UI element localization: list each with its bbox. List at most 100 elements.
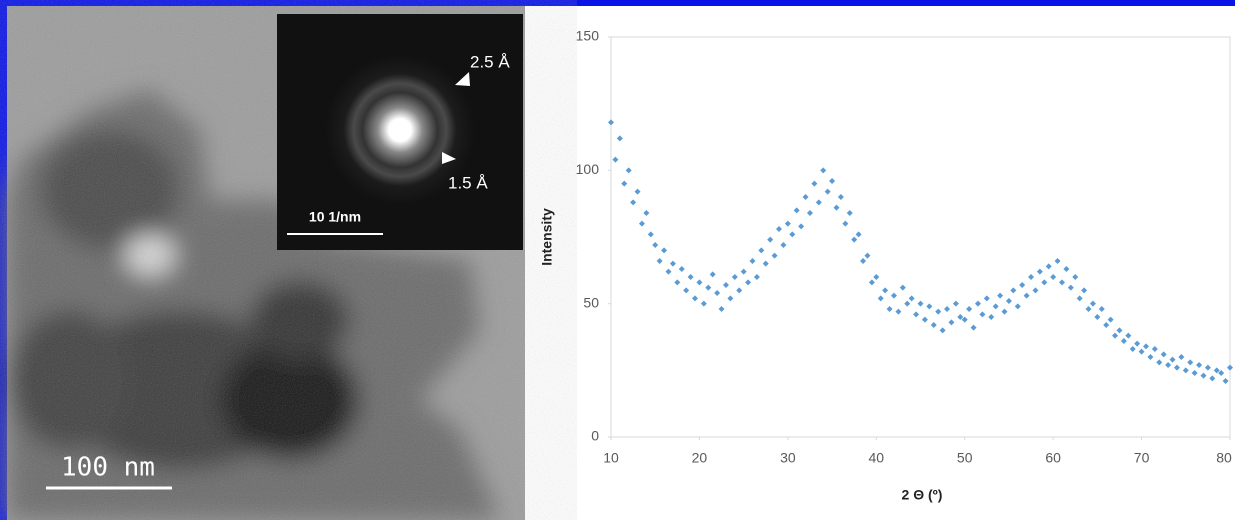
y-tick-label: 100: [576, 161, 600, 177]
data-point: [665, 269, 671, 275]
data-point: [1116, 327, 1122, 333]
data-point: [1223, 378, 1229, 384]
data-point: [727, 295, 733, 301]
data-point: [1046, 263, 1052, 269]
y-tick-label: 150: [576, 28, 600, 44]
data-point: [860, 258, 866, 264]
data-point: [971, 325, 977, 331]
data-point: [745, 279, 751, 285]
data-point: [940, 327, 946, 333]
data-point: [789, 231, 795, 237]
data-point: [1086, 306, 1092, 312]
data-point: [904, 301, 910, 307]
data-point: [882, 287, 888, 293]
data-point: [935, 309, 941, 315]
data-point: [1227, 365, 1233, 371]
data-point: [833, 205, 839, 211]
data-point: [626, 167, 632, 173]
data-point: [1077, 295, 1083, 301]
data-point: [1143, 343, 1149, 349]
data-point: [670, 261, 676, 267]
y-axis-label: Intensity: [539, 208, 555, 266]
data-point: [807, 210, 813, 216]
data-point: [1068, 285, 1074, 291]
x-tick-label: 20: [692, 450, 708, 466]
data-point: [900, 285, 906, 291]
x-tick-label: 60: [1045, 450, 1061, 466]
data-point: [719, 306, 725, 312]
data-point: [785, 221, 791, 227]
data-point: [1015, 303, 1021, 309]
data-point: [1139, 349, 1145, 355]
data-point: [612, 157, 618, 163]
data-point: [1037, 269, 1043, 275]
data-point: [1055, 258, 1061, 264]
data-point: [975, 301, 981, 307]
data-point: [763, 261, 769, 267]
data-point: [926, 303, 932, 309]
d-spacing-label: 1.5 Å: [448, 173, 488, 192]
data-point: [931, 322, 937, 328]
data-point: [710, 271, 716, 277]
data-point: [688, 274, 694, 280]
data-point: [1134, 341, 1140, 347]
data-point: [1187, 359, 1193, 365]
data-point: [825, 189, 831, 195]
data-point: [811, 181, 817, 187]
data-point: [1094, 314, 1100, 320]
inset-scale-label: 10 1/nm: [309, 209, 361, 225]
data-point: [1099, 306, 1105, 312]
data-point: [643, 210, 649, 216]
data-point: [1130, 346, 1136, 352]
data-point: [803, 194, 809, 200]
data-point: [1121, 338, 1127, 344]
frame-left: [0, 0, 7, 520]
data-point: [869, 279, 875, 285]
data-point: [776, 226, 782, 232]
data-point: [820, 167, 826, 173]
data-point: [847, 210, 853, 216]
data-point: [1103, 322, 1109, 328]
data-point: [948, 319, 954, 325]
data-point: [1059, 279, 1065, 285]
data-point: [1125, 333, 1131, 339]
data-point: [652, 242, 658, 248]
plot-area: [611, 37, 1230, 437]
data-point: [1192, 370, 1198, 376]
data-point: [1006, 298, 1012, 304]
data-point: [758, 247, 764, 253]
data-point: [608, 119, 614, 125]
data-point: [1183, 367, 1189, 373]
data-point: [732, 274, 738, 280]
data-point: [780, 242, 786, 248]
data-point: [736, 287, 742, 293]
data-point: [1108, 317, 1114, 323]
data-point: [1205, 365, 1211, 371]
data-point: [838, 194, 844, 200]
data-point: [913, 311, 919, 317]
data-point: [1041, 279, 1047, 285]
data-point: [741, 269, 747, 275]
data-point: [1174, 365, 1180, 371]
data-point: [1200, 373, 1206, 379]
data-point: [696, 279, 702, 285]
data-point: [887, 306, 893, 312]
data-point: [984, 295, 990, 301]
data-point: [979, 311, 985, 317]
d-spacing-label: 2.5 Å: [470, 52, 510, 71]
data-point: [922, 317, 928, 323]
data-point: [988, 314, 994, 320]
frame-top: [0, 0, 1235, 6]
data-point: [679, 266, 685, 272]
data-point: [1165, 362, 1171, 368]
data-point: [674, 279, 680, 285]
data-point: [909, 295, 915, 301]
data-point: [635, 189, 641, 195]
data-point: [918, 301, 924, 307]
x-tick-label: 80: [1216, 450, 1232, 466]
data-point: [661, 247, 667, 253]
data-point: [829, 178, 835, 184]
data-point: [714, 290, 720, 296]
data-point: [1152, 346, 1158, 352]
data-point: [816, 199, 822, 205]
